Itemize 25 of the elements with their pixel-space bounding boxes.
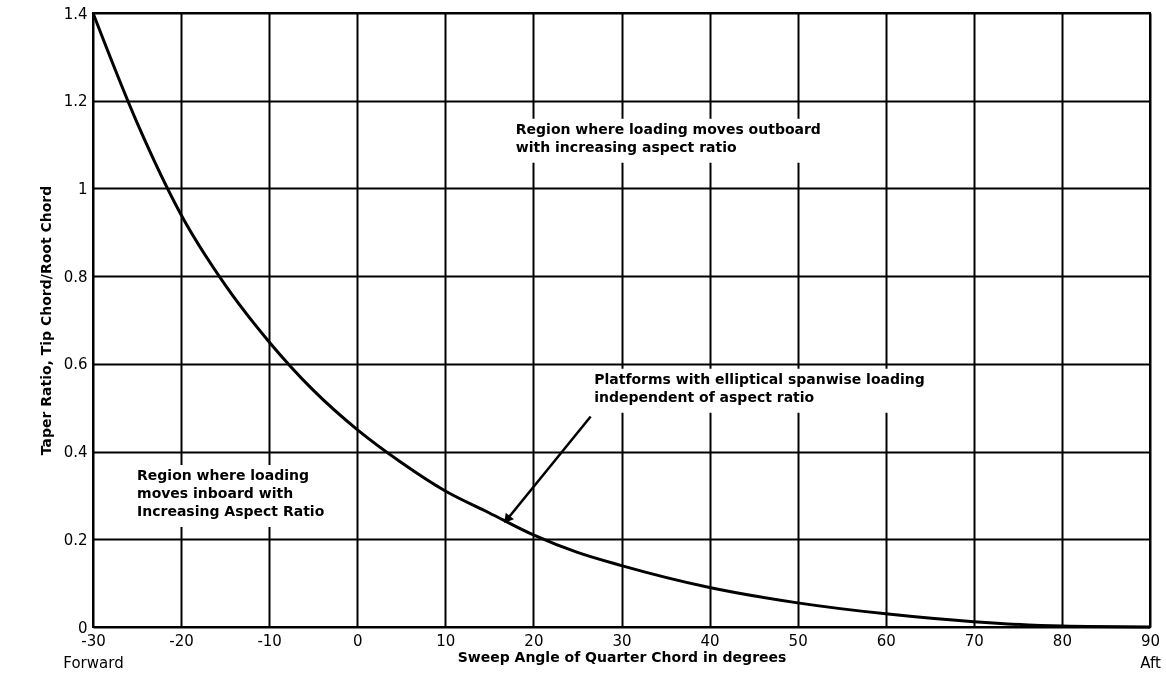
y-axis-title: Taper Ratio, Tip Chord/Root Chord [37,185,54,456]
x-tick-label: 60 [876,631,896,650]
x-tick-label: 50 [788,631,808,650]
x-tick-label: 70 [964,631,984,650]
y-tick-label: 1.2 [63,92,88,111]
x-tick-label: -10 [257,631,282,650]
x-tick-label: -20 [169,631,194,650]
x-tick-label: 20 [524,631,544,650]
annotation: Region where loading moves outboard with increasing aspect ratio [515,120,821,155]
y-tick-label: 0 [77,618,88,637]
x-tick-label: 30 [612,631,632,650]
y-tick-label: 1.4 [63,4,88,23]
y-tick-label: 0.2 [63,530,88,549]
x-tick-label: 40 [700,631,720,650]
x-tick-label: 80 [1052,631,1072,650]
y-tick-label: 0.8 [63,267,88,286]
x-axis-title: Sweep Angle of Quarter Chord in degrees [457,648,787,665]
x-tick-label: 10 [436,631,456,650]
y-tick-label: 1 [77,179,88,198]
y-tick-label: 0.6 [63,355,88,374]
y-tick-label: 0.4 [63,443,88,462]
annotation: Region where loading moves inboard with Increasing Aspect Ratio [137,467,325,520]
annotation: Platforms with elliptical spanwise loading independent of aspect ratio [594,370,925,405]
x-tick-label: 90 Aft [1140,631,1161,672]
x-tick-label: 0 [352,631,363,650]
